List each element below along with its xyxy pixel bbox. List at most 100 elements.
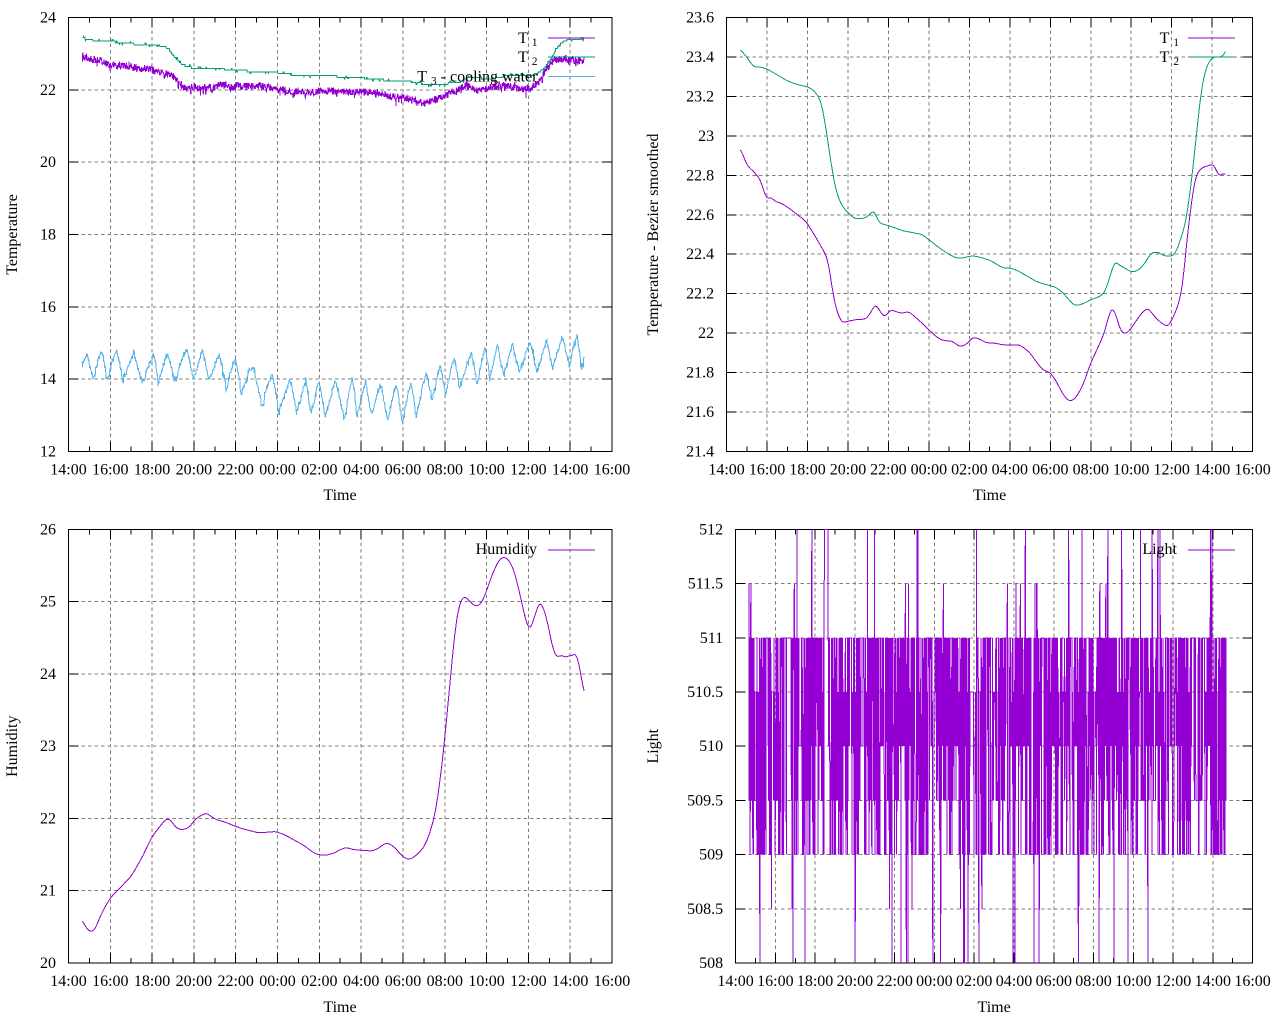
- svg-text:00:00: 00:00: [259, 973, 295, 990]
- svg-text:23: 23: [40, 738, 56, 755]
- svg-text:22:00: 22:00: [876, 973, 912, 990]
- svg-text:16:00: 16:00: [92, 461, 128, 478]
- svg-text:23.4: 23.4: [686, 49, 714, 66]
- svg-text:16:00: 16:00: [92, 973, 128, 990]
- svg-text:16:00: 16:00: [594, 461, 630, 478]
- svg-text:14:00: 14:00: [50, 461, 86, 478]
- svg-text:00:00: 00:00: [916, 973, 952, 990]
- svg-text:22:00: 22:00: [870, 461, 906, 478]
- svg-text:16:00: 16:00: [1234, 461, 1270, 478]
- svg-text:21.4: 21.4: [686, 443, 714, 460]
- svg-text:510.5: 510.5: [687, 684, 723, 701]
- svg-text:23: 23: [698, 128, 714, 145]
- svg-text:18:00: 18:00: [797, 973, 833, 990]
- svg-text:23.2: 23.2: [686, 89, 714, 106]
- svg-text:20: 20: [40, 154, 56, 171]
- svg-text:08:00: 08:00: [427, 973, 463, 990]
- svg-text:06:00: 06:00: [385, 973, 421, 990]
- svg-text:Light: Light: [1142, 541, 1177, 558]
- svg-text:14:00: 14:00: [708, 461, 744, 478]
- svg-text:14:00: 14:00: [552, 461, 588, 478]
- svg-text:16:00: 16:00: [749, 461, 785, 478]
- svg-text:08:00: 08:00: [1073, 461, 1109, 478]
- svg-text:22: 22: [40, 82, 56, 99]
- svg-text:20:00: 20:00: [176, 461, 212, 478]
- svg-text:25: 25: [40, 594, 56, 611]
- svg-text:20:00: 20:00: [176, 973, 212, 990]
- svg-text:Time: Time: [977, 999, 1010, 1016]
- svg-text:22: 22: [40, 811, 56, 828]
- svg-text:14:00: 14:00: [552, 973, 588, 990]
- svg-text:14:00: 14:00: [1194, 461, 1230, 478]
- svg-text:12:00: 12:00: [1153, 461, 1189, 478]
- svg-text:Time: Time: [323, 999, 356, 1016]
- svg-text:04:00: 04:00: [343, 973, 379, 990]
- svg-text:512: 512: [699, 521, 723, 538]
- svg-text:22.4: 22.4: [686, 246, 714, 263]
- svg-text:06:00: 06:00: [1036, 973, 1072, 990]
- svg-text:Humidity: Humidity: [4, 716, 21, 777]
- svg-text:08:00: 08:00: [427, 461, 463, 478]
- svg-text:02:00: 02:00: [301, 973, 337, 990]
- svg-text:22.6: 22.6: [686, 207, 714, 224]
- svg-text:21.8: 21.8: [686, 365, 714, 382]
- svg-text:22:00: 22:00: [217, 973, 253, 990]
- svg-text:Light: Light: [645, 728, 662, 763]
- svg-text:18:00: 18:00: [134, 973, 170, 990]
- svg-text:14:00: 14:00: [717, 973, 753, 990]
- svg-text:16:00: 16:00: [594, 973, 630, 990]
- svg-text:16:00: 16:00: [757, 973, 793, 990]
- svg-text:04:00: 04:00: [343, 461, 379, 478]
- svg-text:24: 24: [40, 10, 56, 27]
- svg-text:18:00: 18:00: [134, 461, 170, 478]
- svg-text:12: 12: [40, 443, 56, 460]
- svg-text:22:00: 22:00: [217, 461, 253, 478]
- svg-text:06:00: 06:00: [385, 461, 421, 478]
- svg-text:508: 508: [699, 955, 723, 972]
- svg-text:Temperature: Temperature: [4, 194, 21, 275]
- svg-text:20:00: 20:00: [837, 973, 873, 990]
- svg-text:24: 24: [40, 666, 56, 683]
- svg-text:16:00: 16:00: [1234, 973, 1270, 990]
- svg-text:00:00: 00:00: [911, 461, 947, 478]
- svg-text:20: 20: [40, 955, 56, 972]
- svg-text:Humidity: Humidity: [476, 541, 537, 558]
- svg-text:510: 510: [699, 738, 723, 755]
- svg-text:20:00: 20:00: [830, 461, 866, 478]
- svg-text:22: 22: [698, 325, 714, 342]
- svg-text:10:00: 10:00: [468, 973, 504, 990]
- svg-text:04:00: 04:00: [992, 461, 1028, 478]
- svg-text:14:00: 14:00: [50, 973, 86, 990]
- svg-text:509: 509: [699, 847, 723, 864]
- svg-text:16: 16: [40, 299, 56, 316]
- svg-text:02:00: 02:00: [956, 973, 992, 990]
- svg-text:T 3 - cooling water: T 3 - cooling water: [417, 68, 538, 87]
- svg-text:Time: Time: [973, 487, 1006, 504]
- svg-text:12:00: 12:00: [510, 973, 546, 990]
- svg-text:14:00: 14:00: [1195, 973, 1231, 990]
- svg-text:02:00: 02:00: [951, 461, 987, 478]
- svg-text:12:00: 12:00: [1155, 973, 1191, 990]
- svg-text:14: 14: [40, 371, 56, 388]
- svg-text:Time: Time: [323, 487, 356, 504]
- svg-text:10:00: 10:00: [1113, 461, 1149, 478]
- svg-text:511: 511: [700, 630, 723, 647]
- svg-text:02:00: 02:00: [301, 461, 337, 478]
- svg-text:508.5: 508.5: [687, 901, 723, 918]
- svg-text:509.5: 509.5: [687, 792, 723, 809]
- svg-text:511.5: 511.5: [688, 576, 723, 593]
- svg-text:22.2: 22.2: [686, 286, 714, 303]
- svg-text:10:00: 10:00: [468, 461, 504, 478]
- svg-text:21.6: 21.6: [686, 404, 714, 421]
- svg-text:04:00: 04:00: [996, 973, 1032, 990]
- svg-text:08:00: 08:00: [1075, 973, 1111, 990]
- svg-text:06:00: 06:00: [1032, 461, 1068, 478]
- svg-text:00:00: 00:00: [259, 461, 295, 478]
- svg-text:21: 21: [40, 883, 56, 900]
- svg-text:10:00: 10:00: [1115, 973, 1151, 990]
- svg-text:18: 18: [40, 227, 56, 244]
- svg-text:18:00: 18:00: [789, 461, 825, 478]
- svg-text:12:00: 12:00: [510, 461, 546, 478]
- svg-text:Temperature - Bezier smoothed: Temperature - Bezier smoothed: [645, 134, 662, 336]
- svg-text:22.8: 22.8: [686, 167, 714, 184]
